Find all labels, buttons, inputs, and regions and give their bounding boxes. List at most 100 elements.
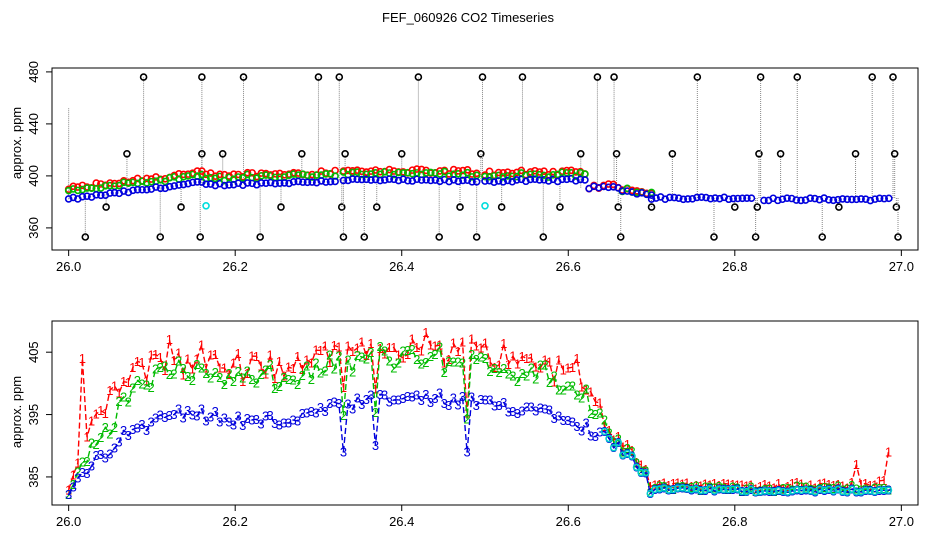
series3-marker: 3 [221, 411, 228, 426]
series2-marker: 2 [340, 408, 347, 423]
series2-marker: 2 [477, 350, 484, 365]
series3-marker: 3 [807, 483, 814, 498]
series2-point [422, 169, 430, 177]
series3-point [581, 176, 589, 184]
series2-marker: 2 [386, 353, 393, 368]
series3-point [526, 175, 535, 184]
series3-point [276, 179, 284, 188]
series2-marker: 2 [138, 377, 145, 392]
series2-point [87, 184, 96, 192]
series2-marker: 2 [523, 368, 530, 383]
series2-point [119, 178, 128, 187]
spike-point [894, 233, 902, 241]
series3-point [562, 175, 571, 184]
series3-point [490, 178, 498, 186]
series2-marker: 2 [335, 349, 342, 364]
series3-marker: 3 [793, 482, 800, 497]
series3-marker: 3 [93, 448, 100, 463]
series2-point [549, 170, 557, 179]
series1-point [376, 167, 384, 176]
series2-marker: 2 [358, 349, 365, 364]
series1-marker: 1 [120, 374, 127, 389]
spike-point [196, 233, 205, 241]
bottom-x-tick-label: 26.6 [556, 514, 581, 529]
series2-marker: 2 [857, 482, 864, 497]
series3-point [426, 176, 435, 185]
spike-point [478, 73, 487, 81]
series1-marker: 1 [129, 360, 136, 375]
series2-marker: 2 [441, 365, 448, 380]
series1-marker: 1 [560, 362, 567, 377]
series2-marker: 2 [706, 480, 713, 495]
series2-point [289, 170, 298, 178]
series1-point [436, 167, 444, 175]
top-x-tick-label: 26.2 [223, 259, 248, 274]
spike-point [198, 150, 206, 158]
series3-point [512, 176, 521, 184]
series2-marker: 2 [569, 379, 576, 394]
series3-point [175, 181, 183, 189]
series1-marker: 1 [491, 360, 498, 375]
series1-point [248, 169, 256, 177]
series3-circle-overlay [880, 486, 888, 495]
spike-point [414, 73, 423, 81]
series2-marker: 2 [303, 358, 310, 373]
series3-circle-overlay [783, 488, 792, 496]
series3-circle-overlay [664, 486, 673, 494]
series1-marker: 1 [528, 350, 535, 365]
series1-marker: 1 [569, 360, 576, 375]
series2-point [216, 172, 224, 181]
series3-marker: 3 [88, 458, 95, 473]
series3-marker: 3 [789, 483, 796, 498]
series3-marker: 3 [280, 415, 287, 430]
series1-marker: 1 [93, 407, 100, 422]
series3-marker: 3 [715, 481, 722, 496]
series1-marker: 1 [605, 423, 612, 438]
series3-point [535, 176, 544, 184]
top-x-tick-label: 26.6 [556, 259, 581, 274]
spike-point [239, 73, 248, 81]
series3-marker: 3 [683, 481, 690, 496]
series3-marker: 3 [830, 484, 837, 499]
series2-marker: 2 [734, 480, 741, 495]
series1-marker: 1 [202, 360, 209, 375]
series2-marker: 2 [106, 426, 113, 441]
series3-marker: 3 [679, 480, 686, 495]
series3-point [413, 175, 421, 184]
series3-marker: 3 [729, 482, 736, 497]
series3-point [339, 176, 348, 185]
series1-marker: 1 [193, 352, 200, 367]
bottom-x-tick-label: 26.2 [223, 514, 248, 529]
series1-marker: 1 [651, 477, 658, 492]
series3-marker: 3 [880, 483, 887, 498]
series1-line [68, 329, 890, 491]
series2-marker: 2 [633, 455, 640, 470]
series3-marker: 3 [505, 405, 512, 420]
series3-point [280, 179, 289, 187]
series2-marker: 2 [125, 395, 132, 410]
series1-marker: 1 [587, 384, 594, 399]
series1-marker: 1 [825, 477, 832, 492]
series3-point [344, 176, 352, 185]
series1-marker: 1 [885, 444, 892, 459]
series2-marker: 2 [463, 411, 470, 426]
spike-point [890, 150, 899, 158]
spike-point [731, 203, 739, 211]
series3-marker: 3 [161, 410, 168, 425]
series3-point [403, 176, 412, 185]
series3-point [152, 183, 160, 191]
series2-marker: 2 [532, 371, 539, 386]
bottom-x-tick-label: 26.0 [56, 514, 81, 529]
series3-marker: 3 [583, 415, 590, 430]
spike-point [753, 203, 762, 211]
series2-point [262, 171, 270, 179]
series1-marker: 1 [683, 476, 690, 491]
series2-marker: 2 [564, 378, 571, 393]
spike-point [576, 150, 585, 158]
series2-marker: 2 [312, 356, 319, 371]
series3-marker: 3 [390, 393, 397, 408]
series1-marker: 1 [830, 478, 837, 493]
series3-circle-overlay [696, 486, 705, 495]
series3-marker: 3 [299, 406, 306, 421]
series2-marker: 2 [482, 351, 489, 366]
